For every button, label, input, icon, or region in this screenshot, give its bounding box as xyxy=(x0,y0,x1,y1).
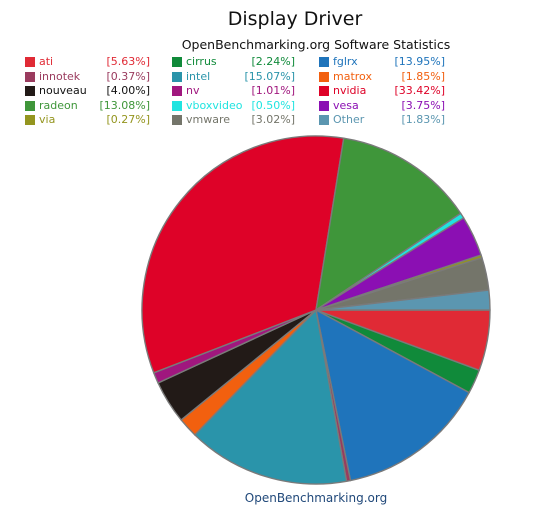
legend-percent: [1.01%] xyxy=(251,84,295,97)
legend-percent: [15.07%] xyxy=(244,69,295,83)
legend-label: nvidia xyxy=(333,84,367,97)
legend-swatch xyxy=(172,71,182,82)
legend-label: vmware xyxy=(186,113,231,126)
legend-swatch xyxy=(25,100,35,111)
legend-item-innotek: innotek [0.37%] xyxy=(25,70,150,84)
legend-swatch xyxy=(25,57,35,67)
chart-title: Display Driver xyxy=(227,8,363,30)
legend-item-nv: nv [1.01%] xyxy=(172,84,295,98)
pie-slice-nvidia[interactable] xyxy=(141,135,345,374)
chart-subtitle: OpenBenchmarking.org Software Statistics xyxy=(181,37,451,52)
pie-slice-radeon[interactable] xyxy=(315,137,462,311)
legend-swatch xyxy=(319,100,329,111)
legend-item-fglrx: fglrx [13.95%] xyxy=(319,55,445,69)
legend-swatch xyxy=(25,115,35,125)
legend-label: radeon xyxy=(39,98,78,112)
legend-item-via: via [0.27%] xyxy=(25,113,150,127)
legend-item-ati: ati [5.63%] xyxy=(25,55,150,69)
legend-percent: [0.27%] xyxy=(106,113,150,126)
legend-percent: [13.08%] xyxy=(99,98,150,112)
legend-swatch xyxy=(319,86,329,96)
legend-swatch xyxy=(172,57,182,67)
legend-swatch xyxy=(25,86,35,96)
legend-percent: [33.42%] xyxy=(394,84,445,97)
legend-swatch xyxy=(172,115,182,125)
legend-swatch xyxy=(319,71,329,82)
legend-label: intel xyxy=(186,69,211,83)
legend-label: innotek xyxy=(39,69,81,83)
legend-swatch xyxy=(172,86,182,96)
legend-percent: [5.63%] xyxy=(106,55,150,68)
legend-item-nvidia: nvidia [33.42%] xyxy=(319,84,445,98)
legend-percent: [0.50%] xyxy=(251,98,295,112)
pie-slice-intel[interactable] xyxy=(194,309,348,485)
legend-percent: [4.00%] xyxy=(106,84,150,97)
legend-label: nouveau xyxy=(39,84,87,97)
legend-swatch xyxy=(319,57,329,67)
legend-item-matrox: matrox [1.85%] xyxy=(319,70,445,84)
legend-label: nv xyxy=(186,84,200,97)
legend-percent: [2.24%] xyxy=(251,55,295,68)
legend-label: vesa xyxy=(333,98,359,112)
legend-item-nouveau: nouveau [4.00%] xyxy=(25,84,150,98)
chart-legend: ati [5.63%] innotek [0.37%] nouveau [4.00%] ra… xyxy=(25,55,445,127)
legend-item-vmware: vmware [3.02%] xyxy=(172,113,295,127)
legend-label: fglrx xyxy=(333,55,358,68)
legend-label: cirrus xyxy=(186,55,217,68)
legend-percent: [3.02%] xyxy=(251,113,295,126)
legend-label: ati xyxy=(39,55,54,68)
legend-label: matrox xyxy=(333,69,372,83)
legend-item-intel: intel [15.07%] xyxy=(172,70,295,84)
legend-label: vboxvideo xyxy=(186,98,243,112)
chart-footer[interactable]: OpenBenchmarking.org xyxy=(244,491,388,505)
legend-percent: [1.83%] xyxy=(401,113,445,126)
legend-item-cirrus: cirrus [2.24%] xyxy=(172,55,295,69)
legend-percent: [0.37%] xyxy=(106,69,150,83)
legend-percent: [3.75%] xyxy=(401,98,445,112)
legend-swatch xyxy=(25,71,35,82)
pie-slice-other[interactable] xyxy=(315,289,491,311)
legend-percent: [1.85%] xyxy=(401,69,445,83)
legend-item-vesa: vesa [3.75%] xyxy=(319,99,445,113)
legend-swatch xyxy=(172,100,182,111)
legend-label: Other xyxy=(333,113,365,126)
legend-swatch xyxy=(319,115,329,125)
legend-item-other: Other [1.83%] xyxy=(319,113,445,127)
legend-item-radeon: radeon [13.08%] xyxy=(25,99,150,113)
legend-item-vboxvideo: vboxvideo [0.50%] xyxy=(172,99,295,113)
pie-slice-fglrx[interactable] xyxy=(315,309,470,482)
legend-percent: [13.95%] xyxy=(394,55,445,68)
legend-label: via xyxy=(39,113,56,126)
